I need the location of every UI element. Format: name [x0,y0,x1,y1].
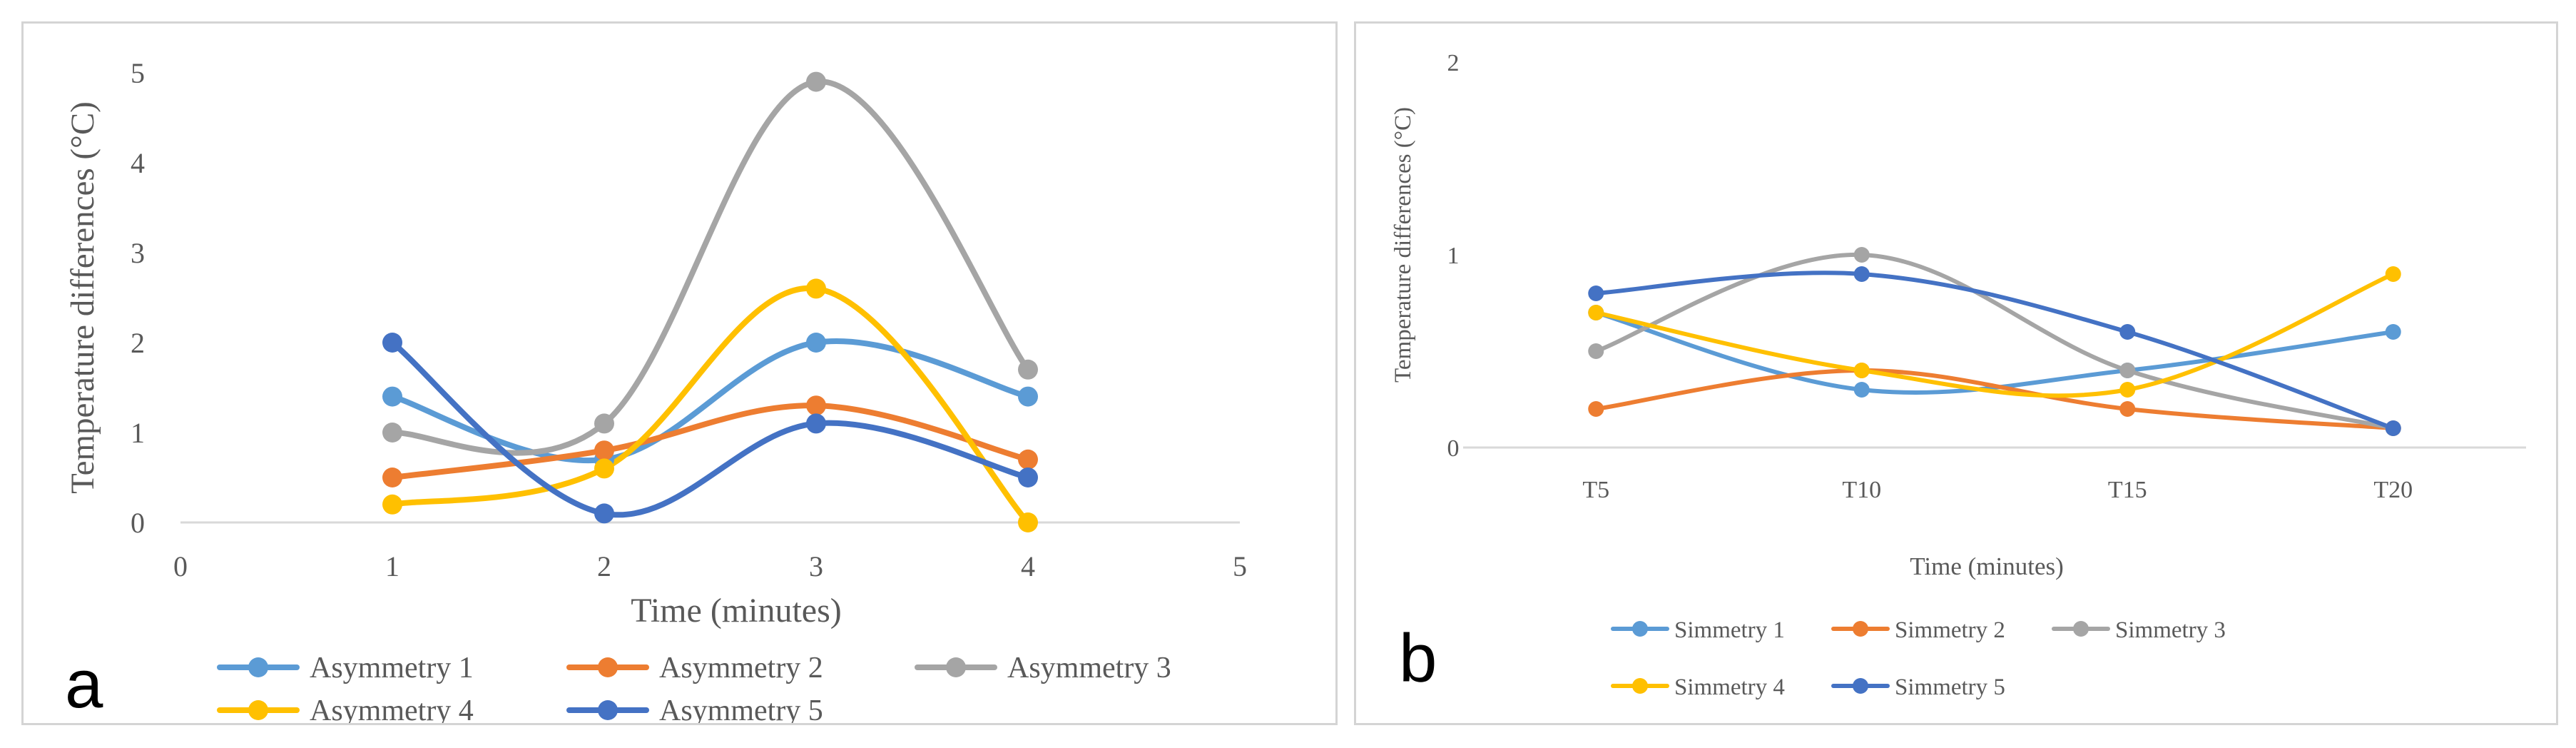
data-point-asymmetry-3 [806,71,826,92]
data-point-simmetry-5 [2119,324,2136,340]
y-tick-label: 2 [1447,50,1460,76]
x-tick-label: 3 [809,550,823,582]
y-tick-label: 0 [131,507,145,539]
data-point-simmetry-5 [1588,285,1604,301]
x-axis-title: Time (minutes) [1910,552,2064,580]
series-line-asymmetry-2 [390,403,1031,480]
series-line-simmetry-5 [1594,271,2396,430]
legend-label: Simmetry 5 [1895,674,2005,700]
legend-label: Simmetry 4 [1674,674,1785,700]
series-line-simmetry-3 [1594,252,2396,430]
series-line-asymmetry-3 [390,79,1031,456]
data-point-asymmetry-5 [594,503,614,524]
y-tick-label: 3 [131,237,145,269]
data-point-simmetry-2 [1588,401,1604,417]
legend-swatch-marker [598,657,618,677]
chart-panel-a: 0 1 2 3 4 5 0 1 2 3 4 5 Temperature differences (°C)… [21,21,1338,725]
data-point-asymmetry-3 [1018,359,1038,380]
legend-label: Asymmetry 2 [659,652,823,684]
y-tick-label: 1 [1447,243,1460,269]
legend-swatch-marker [248,657,268,677]
panel-label: a [65,646,103,722]
data-point-simmetry-4 [2385,266,2401,282]
legend-label: Asymmetry 5 [659,694,823,723]
data-point-asymmetry-4 [806,278,826,299]
y-tick-label: 0 [1447,435,1460,462]
legend-label: Simmetry 3 [2115,617,2226,643]
series-line-simmetry-4 [1594,272,2396,398]
data-point-simmetry-1 [2385,324,2401,340]
series-line-asymmetry-5 [390,340,1031,518]
data-point-simmetry-4 [1588,305,1604,320]
y-tick-label: 4 [131,147,145,179]
data-point-asymmetry-5 [806,413,826,434]
data-point-asymmetry-1 [382,386,402,407]
series-line-asymmetry-4 [390,285,1031,525]
data-point-asymmetry-1 [806,333,826,353]
legend-label: Simmetry 2 [1895,617,2005,643]
data-point-asymmetry-5 [382,333,402,353]
chart-b-svg: 0 1 2 T5 T10 T15 T20 Temperature differences (°… [1390,50,2526,700]
y-tick-label: 2 [131,327,145,359]
data-point-asymmetry-4 [382,494,402,515]
x-tick-label: T20 [2373,477,2413,503]
data-point-asymmetry-2 [382,468,402,487]
x-tick-label: 1 [385,550,399,582]
legend-swatch-marker [1632,621,1648,637]
data-point-asymmetry-3 [382,423,402,443]
data-point-simmetry-5 [1853,266,1870,282]
legend-swatch-marker [598,700,618,720]
y-tick-label: 1 [131,417,145,449]
panel-label: b [1399,620,1437,697]
data-point-asymmetry-2 [806,395,826,416]
legend-swatch-marker [1853,621,1868,637]
series-line-simmetry-2 [1594,368,2396,430]
legend-label: Asymmetry 4 [310,694,474,723]
x-tick-label: 0 [173,550,188,582]
legend-swatch-marker [248,700,268,720]
data-point-asymmetry-1 [1018,386,1038,407]
x-axis-title: Time (minutes) [631,592,842,630]
data-point-simmetry-1 [1853,382,1870,398]
data-point-simmetry-3 [1853,247,1870,263]
data-point-simmetry-2 [2119,401,2136,417]
legend-label: Asymmetry 3 [1007,652,1171,684]
data-point-asymmetry-4 [594,458,614,479]
data-point-asymmetry-3 [594,413,614,434]
data-point-simmetry-3 [1588,343,1604,359]
x-tick-label: T15 [2108,477,2147,503]
legend-swatch-marker [1632,678,1648,694]
x-tick-label: T10 [1842,477,1881,503]
data-point-simmetry-3 [2119,363,2136,378]
data-point-asymmetry-4 [1018,512,1038,532]
y-axis-title: Temperature differences (°C) [1390,107,1416,383]
y-tick-label: 5 [131,57,145,89]
x-tick-label: 5 [1233,550,1247,582]
y-axis-title: Temperature differences (°C) [64,101,101,494]
legend-label: Asymmetry 1 [310,652,474,684]
legend-label: Simmetry 1 [1674,617,1785,643]
x-tick-label: 4 [1021,550,1035,582]
data-point-asymmetry-2 [594,440,614,461]
legend-swatch-marker [946,657,966,677]
legend-swatch-marker [2073,621,2089,637]
data-point-simmetry-4 [1853,363,1870,378]
data-point-asymmetry-2 [1018,449,1038,470]
chart-panel-b: 0 1 2 T5 T10 T15 T20 Temperature differences (°… [1354,21,2558,725]
legend-swatch-marker [1853,678,1868,694]
data-point-simmetry-4 [2119,382,2136,398]
chart-a-svg: 0 1 2 3 4 5 0 1 2 3 4 5 Temperature differences (°C)… [64,57,1247,723]
data-point-asymmetry-5 [1018,468,1038,487]
data-point-simmetry-5 [2385,420,2401,436]
x-tick-label: T5 [1582,477,1609,503]
x-tick-label: 2 [597,550,611,582]
